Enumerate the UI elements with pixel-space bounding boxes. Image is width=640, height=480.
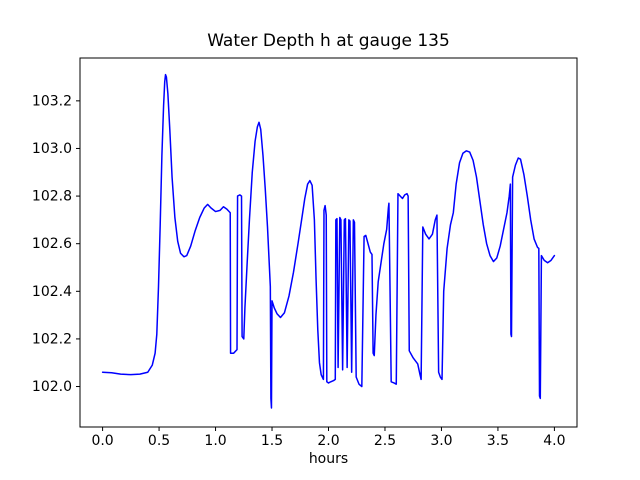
x-tick-label: 0.5 (148, 433, 170, 449)
line-layer (101, 73, 556, 409)
y-tick-label: 102.4 (32, 284, 72, 300)
plot-frame (79, 57, 578, 428)
x-tick-label: 0.0 (91, 433, 113, 449)
x-tick-label: 3.0 (430, 433, 452, 449)
y-tick-label: 102.6 (32, 236, 72, 252)
x-tick-label: 2.5 (374, 433, 396, 449)
y-tick-label: 102.8 (32, 189, 72, 205)
y-tick-label: 103.2 (32, 93, 72, 109)
ticks-layer: 0.0 0.5 1.0 1.5 2.0 2.5 3.0 3.5 4.0 102.0 102.2 102… (32, 93, 566, 449)
y-tick-label: 102.0 (32, 379, 72, 395)
data-line (101, 73, 556, 409)
x-tick-label: 2.0 (317, 433, 339, 449)
x-tick-label: 1.0 (204, 433, 226, 449)
x-tick-label: 4.0 (543, 433, 565, 449)
y-tick-label: 102.2 (32, 331, 72, 347)
x-tick-label: 3.5 (487, 433, 509, 449)
x-tick-label: 1.5 (261, 433, 283, 449)
y-tick-label: 103.0 (32, 141, 72, 157)
x-axis-label: hours (308, 451, 349, 467)
chart-title: Water Depth h at gauge 135 (207, 31, 450, 51)
